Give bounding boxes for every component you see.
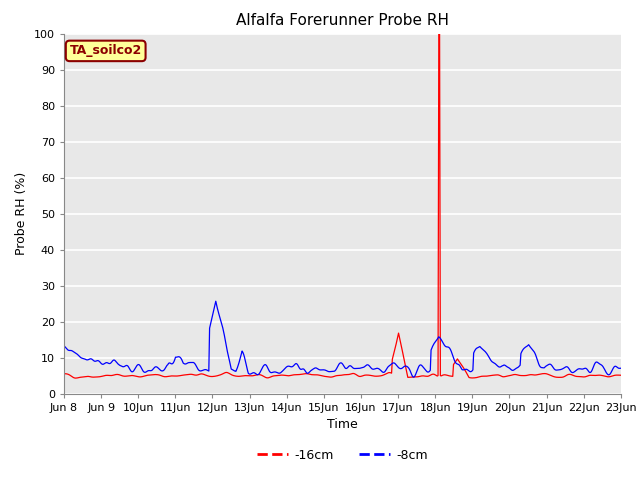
-16cm — [72, 375, 79, 381]
Text: TA_soilco2: TA_soilco2 — [70, 44, 142, 58]
-16cm — [428, 372, 435, 378]
-8cm — [212, 299, 220, 304]
Y-axis label: Probe RH (%): Probe RH (%) — [15, 172, 28, 255]
-16cm — [128, 372, 136, 378]
Title: Alfalfa Forerunner Probe RH: Alfalfa Forerunner Probe RH — [236, 13, 449, 28]
-8cm — [70, 349, 78, 355]
Line: -16cm: -16cm — [64, 34, 621, 378]
-16cm — [185, 372, 193, 377]
-8cm — [214, 308, 222, 314]
Legend: -16cm, -8cm: -16cm, -8cm — [252, 444, 433, 467]
X-axis label: Time: Time — [327, 418, 358, 431]
-16cm — [617, 372, 625, 378]
-8cm — [60, 343, 68, 349]
-8cm — [428, 345, 436, 351]
-8cm — [127, 369, 135, 374]
-8cm — [410, 374, 417, 380]
-16cm — [70, 375, 78, 381]
-16cm — [435, 31, 443, 36]
-16cm — [60, 371, 68, 377]
-8cm — [412, 372, 419, 377]
-16cm — [214, 372, 222, 378]
Line: -8cm: -8cm — [64, 301, 621, 377]
-8cm — [184, 360, 192, 366]
-16cm — [411, 374, 419, 380]
-8cm — [617, 365, 625, 371]
